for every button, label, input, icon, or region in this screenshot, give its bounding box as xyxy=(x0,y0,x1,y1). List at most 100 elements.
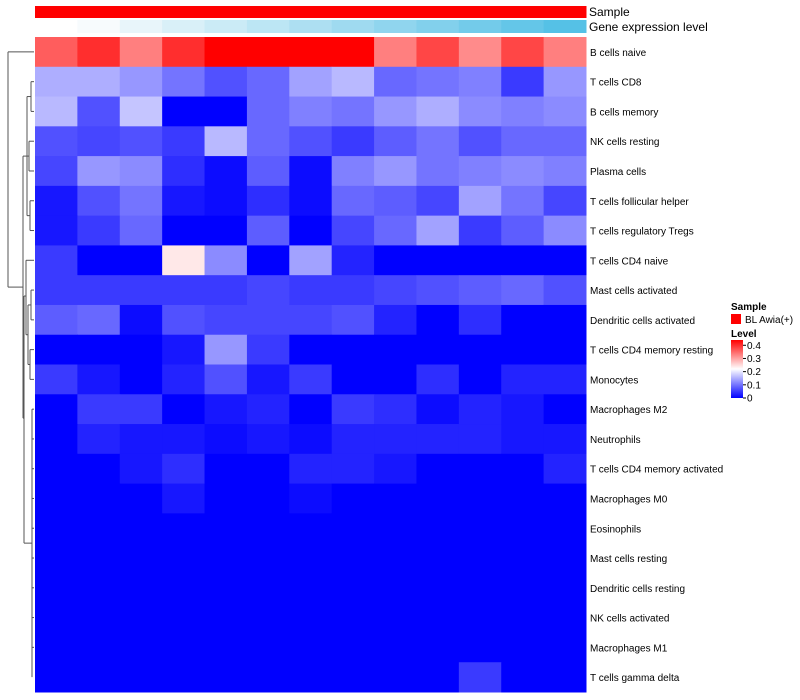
heatmap-cell xyxy=(331,126,375,157)
heatmap-cell xyxy=(289,602,333,633)
heatmap-cell xyxy=(162,453,206,485)
row-label: T cells CD4 naive xyxy=(590,256,669,267)
heatmap-cell xyxy=(119,632,163,663)
heatmap-cell xyxy=(289,424,333,455)
heatmap-cell xyxy=(246,602,290,633)
heatmap-cell xyxy=(35,245,78,276)
heatmap-cell xyxy=(416,364,460,395)
heatmap-cell xyxy=(246,37,290,68)
heatmap-cell xyxy=(458,453,502,485)
heatmap-cell xyxy=(289,156,333,187)
sample-annotation-cell xyxy=(77,6,121,18)
gene-annotation-cell xyxy=(331,20,375,33)
heatmap-cell xyxy=(501,424,545,455)
heatmap-cell xyxy=(162,483,206,514)
heatmap-cell xyxy=(77,632,121,663)
heatmap-cell xyxy=(374,602,417,633)
heatmap-cell xyxy=(331,156,375,187)
heatmap-cell xyxy=(331,215,375,246)
sample-annotation-cell xyxy=(374,6,417,18)
sample-annotation-cell xyxy=(162,6,206,18)
gene-annotation-cell xyxy=(289,20,333,33)
heatmap-cell xyxy=(35,37,78,68)
heatmap-cell xyxy=(119,126,163,157)
heatmap-cell xyxy=(204,364,248,395)
heatmap-cell xyxy=(119,543,163,574)
row-label: T cells regulatory Tregs xyxy=(590,227,694,238)
heatmap-cell xyxy=(77,602,121,633)
heatmap-cell xyxy=(35,483,78,514)
row-label: T cells gamma delta xyxy=(590,673,680,684)
legend-tick-label: 0.3 xyxy=(747,354,761,365)
heatmap-cell xyxy=(374,513,417,544)
heatmap-cell xyxy=(416,96,460,127)
heatmap-cell xyxy=(543,304,587,336)
heatmap-cell xyxy=(543,572,587,604)
heatmap-cell xyxy=(246,543,290,574)
heatmap-cell xyxy=(77,96,121,127)
row-label: T cells follicular helper xyxy=(590,197,689,208)
sample-annotation-cell xyxy=(289,6,333,18)
heatmap-cell xyxy=(543,37,587,68)
legend: Sample BL Awia(+) Level 0.4 0.3 0.2 0.1 0 xyxy=(731,302,793,405)
heatmap-cell xyxy=(331,185,375,217)
heatmap-cell xyxy=(246,275,290,306)
gene-annotation-cell xyxy=(543,20,587,33)
heatmap-cell xyxy=(331,543,375,574)
heatmap-cell xyxy=(458,602,502,633)
heatmap-cell xyxy=(204,572,248,604)
heatmap-cell xyxy=(543,364,587,395)
heatmap-cell xyxy=(543,215,587,246)
heatmap-cell xyxy=(35,126,78,157)
row-label: Dendritic cells activated xyxy=(590,316,695,327)
heatmap-cell xyxy=(416,215,460,246)
heatmap-cell xyxy=(416,66,460,98)
gene-annotation-cell xyxy=(501,20,545,33)
heatmap-cell xyxy=(458,513,502,544)
heatmap-cell xyxy=(543,424,587,455)
heatmap-cell xyxy=(374,453,417,485)
legend-tick-label: 0.2 xyxy=(747,367,761,378)
heatmap-cell xyxy=(162,37,206,68)
heatmap-cell xyxy=(543,275,587,306)
heatmap-cell xyxy=(35,275,78,306)
heatmap-cell xyxy=(331,37,375,68)
heatmap-cell xyxy=(458,185,502,217)
heatmap-cell xyxy=(162,334,206,365)
heatmap-cell xyxy=(374,66,417,98)
heatmap-cell xyxy=(162,632,206,663)
heatmap-cell xyxy=(204,156,248,187)
heatmap-cell xyxy=(289,394,333,425)
heatmap-cell xyxy=(77,245,121,276)
heatmap-cell xyxy=(77,394,121,425)
heatmap-cell xyxy=(416,662,460,693)
column-annotations xyxy=(35,6,587,33)
heatmap-cell xyxy=(331,66,375,98)
legend-level-title: Level xyxy=(731,329,757,340)
heatmap-cell xyxy=(35,394,78,425)
row-label: Neutrophils xyxy=(590,435,641,446)
heatmap-cell xyxy=(501,334,545,365)
heatmap-cell xyxy=(119,185,163,217)
legend-tick-label: 0 xyxy=(747,394,753,405)
gene-annotation-cell xyxy=(374,20,417,33)
heatmap-cell xyxy=(246,394,290,425)
heatmap-cell xyxy=(35,572,78,604)
heatmap-cell xyxy=(331,394,375,425)
heatmap-cell xyxy=(458,483,502,514)
heatmap-cell xyxy=(162,66,206,98)
heatmap-cell xyxy=(246,334,290,365)
heatmap-cell xyxy=(543,185,587,217)
heatmap-cell xyxy=(458,156,502,187)
heatmap-cell xyxy=(331,334,375,365)
heatmap-cell xyxy=(77,483,121,514)
row-label: Dendritic cells resting xyxy=(590,584,685,595)
heatmap-cell xyxy=(246,156,290,187)
heatmap-cell xyxy=(35,543,78,574)
heatmap-cell xyxy=(543,662,587,693)
heatmap-cell xyxy=(246,572,290,604)
heatmap-cell xyxy=(374,304,417,336)
heatmap-cell xyxy=(331,364,375,395)
heatmap-cell xyxy=(289,66,333,98)
heatmap-cell xyxy=(246,185,290,217)
